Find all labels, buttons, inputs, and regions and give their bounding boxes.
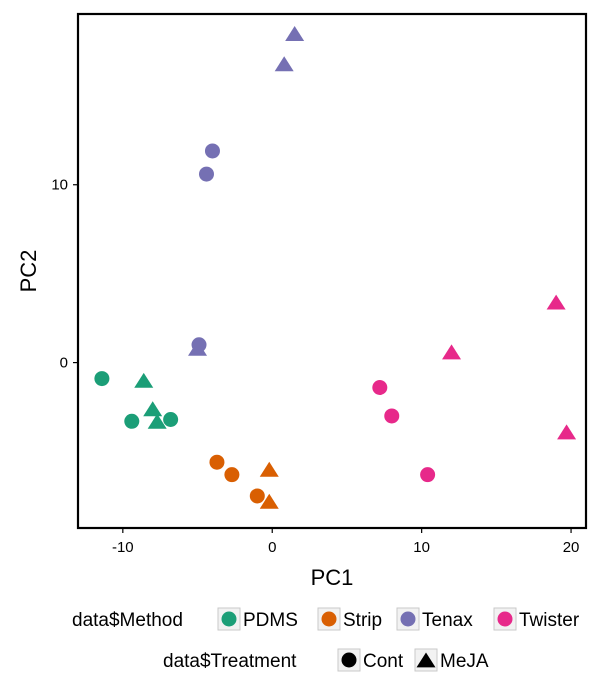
data-point [372, 379, 388, 395]
legend-label: PDMS [243, 610, 298, 631]
legend-swatch [497, 611, 513, 627]
legend-label: Twister [519, 610, 580, 631]
y-tick-label: 10 [51, 177, 68, 194]
legend-swatch [341, 652, 357, 668]
plot-area: -10 0 10 20 0 10 PC1 PC2 [16, 12, 588, 590]
legend-label: Tenax [422, 610, 473, 631]
x-tick-label: 10 [413, 539, 430, 556]
data-point [384, 408, 400, 424]
data-point [259, 493, 279, 509]
data-point [209, 454, 225, 470]
legend-swatch [221, 611, 237, 627]
x-tick-label: -10 [112, 539, 134, 556]
x-tick-label: 0 [268, 539, 276, 556]
data-point [557, 424, 577, 440]
data-point [188, 340, 208, 356]
data-point [285, 26, 305, 41]
data-point [147, 413, 167, 429]
data-point [546, 294, 566, 310]
data-point [124, 413, 140, 429]
legend-label: Strip [343, 610, 382, 631]
data-point [94, 371, 110, 387]
legend-swatch [400, 611, 416, 627]
y-axis-title: PC2 [16, 250, 41, 293]
data-point [204, 143, 220, 159]
legend-label: MeJA [440, 651, 489, 672]
legend-label: Cont [363, 651, 404, 672]
data-point [442, 344, 462, 360]
legend-swatch [416, 652, 436, 668]
data-point [143, 401, 163, 417]
x-tick-label: 20 [563, 539, 580, 556]
color-legend-title: data$Method [72, 610, 183, 631]
data-point [249, 488, 265, 504]
y-tick-label: 0 [60, 355, 68, 372]
plot-border [76, 12, 588, 530]
data-point [274, 56, 294, 72]
data-point [224, 467, 240, 483]
data-point [420, 467, 436, 483]
data-point [198, 166, 214, 182]
legend: data$Method PDMS Strip Tenax Twister data$Tre… [72, 607, 580, 672]
x-axis-title: PC1 [311, 565, 354, 590]
data-point [163, 412, 179, 428]
legend-swatch [321, 611, 337, 627]
data-point [259, 461, 279, 477]
shape-legend-title: data$Treatment [163, 651, 297, 672]
data-point [134, 372, 154, 388]
